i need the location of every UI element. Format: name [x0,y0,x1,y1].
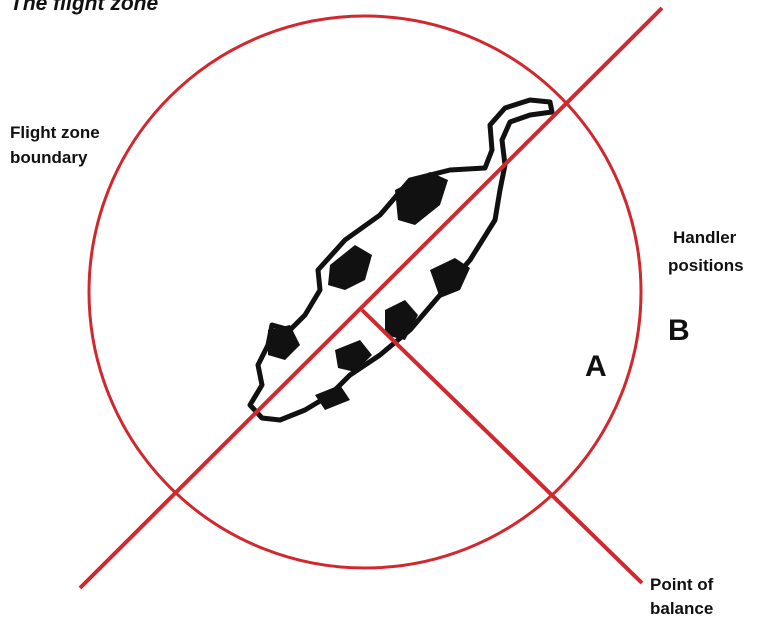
flight-zone-circle [87,14,643,570]
handler-label: positions [668,256,744,275]
boundary-label: boundary [10,148,88,167]
position-a: A [585,350,607,383]
boundary-label: Flight zone [10,123,100,142]
balance-line [360,308,644,585]
position-b: B [668,314,690,347]
balance-label: balance [650,599,713,618]
handler-label: Handler [673,228,737,247]
diagonal-line [78,6,664,590]
balance-label: Point of [650,575,714,594]
animal [247,97,555,423]
title: The flight zone [10,0,158,15]
